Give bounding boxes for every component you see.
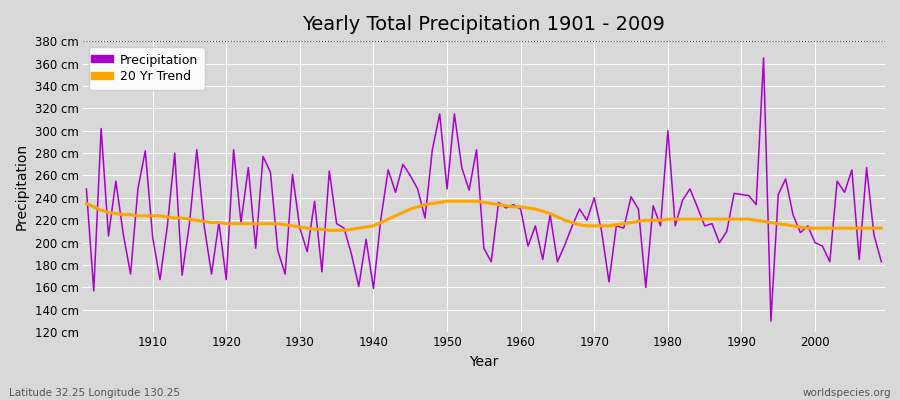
20 Yr Trend — [324, 228, 335, 233]
Precipitation — [876, 259, 886, 264]
20 Yr Trend — [354, 226, 364, 230]
20 Yr Trend — [140, 214, 150, 218]
Title: Yearly Total Precipitation 1901 - 2009: Yearly Total Precipitation 1901 - 2009 — [302, 15, 665, 34]
Precipitation — [766, 319, 777, 324]
Y-axis label: Precipitation: Precipitation — [15, 143, 29, 230]
Text: Latitude 32.25 Longitude 130.25: Latitude 32.25 Longitude 130.25 — [9, 388, 180, 398]
Precipitation — [508, 202, 518, 207]
Precipitation — [516, 207, 526, 212]
Precipitation — [140, 148, 150, 153]
20 Yr Trend — [81, 201, 92, 206]
Precipitation — [604, 280, 615, 284]
Precipitation — [302, 249, 312, 254]
20 Yr Trend — [302, 226, 312, 230]
X-axis label: Year: Year — [469, 355, 499, 369]
Line: Precipitation: Precipitation — [86, 58, 881, 321]
20 Yr Trend — [442, 199, 453, 204]
Line: 20 Yr Trend: 20 Yr Trend — [86, 201, 881, 230]
20 Yr Trend — [876, 226, 886, 230]
Text: worldspecies.org: worldspecies.org — [803, 388, 891, 398]
Precipitation — [758, 56, 769, 60]
Precipitation — [346, 252, 356, 256]
20 Yr Trend — [618, 221, 629, 226]
Precipitation — [81, 186, 92, 191]
20 Yr Trend — [530, 207, 541, 212]
20 Yr Trend — [523, 206, 534, 210]
Legend: Precipitation, 20 Yr Trend: Precipitation, 20 Yr Trend — [89, 47, 204, 90]
